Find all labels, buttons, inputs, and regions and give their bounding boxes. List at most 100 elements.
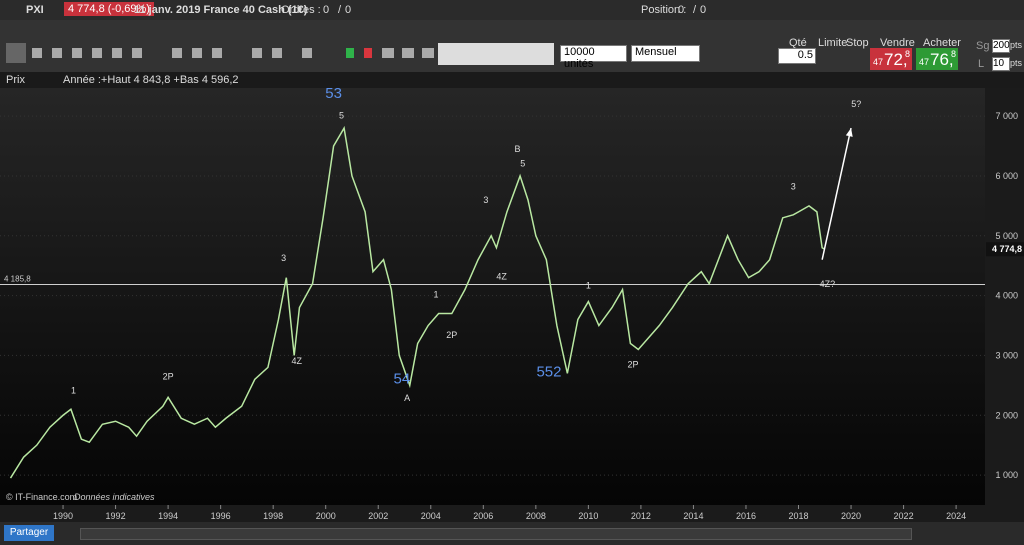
period-select[interactable]: Mensuel [631, 45, 700, 62]
wave-label: 5? [851, 99, 861, 109]
x-tick-label: 2000 [316, 511, 336, 521]
qty-label: Qté [789, 37, 807, 49]
wave-label: 3 [483, 195, 488, 205]
sell-small: 47 [873, 57, 884, 67]
price-label: Prix [6, 74, 25, 86]
limit-button[interactable]: Limite [818, 37, 848, 49]
buy-button[interactable]: 47 76, 8 [916, 48, 958, 70]
reference-label: 4 185,8 [4, 274, 31, 283]
x-tick-label: 1990 [53, 511, 73, 521]
info-bar: Prix Année :+Haut 4 843,8 +Bas 4 596,2 [0, 72, 1024, 88]
trend-arrow [821, 127, 852, 260]
x-tick-label: 2024 [946, 511, 966, 521]
orders-label: Ordres : [281, 4, 321, 16]
last-price-box [986, 242, 1024, 257]
position[interactable]: 0 [700, 4, 707, 16]
wave-label: 4Z [496, 271, 507, 281]
x-tick-label: 2022 [894, 511, 914, 521]
y-tick-label: 5 000 [995, 231, 1018, 241]
buy-big: 76, [930, 50, 954, 69]
price-line [9, 125, 826, 479]
position-label: Position : [641, 4, 687, 16]
share-button[interactable]: Partager [4, 525, 54, 541]
x-tick-label: 1992 [106, 511, 126, 521]
x-tick-label: 2008 [526, 511, 546, 521]
quote: 4 774,8 (-0,69%) [64, 2, 154, 16]
y-tick-label: 2 000 [995, 410, 1018, 420]
y-tick-label: 6 000 [995, 171, 1018, 181]
x-tick-label: 2002 [368, 511, 388, 521]
stats: Année :+Haut 4 843,8 +Bas 4 596,2 [63, 74, 239, 86]
title-bar: PXI 4 774,8 (-0,69%) 11 janv. 2019 Franc… [0, 0, 1024, 21]
wave-label: 2P [628, 359, 639, 369]
y-tick-label: 1 000 [995, 470, 1018, 480]
x-tick-label: 1996 [211, 511, 231, 521]
y-tick-label: 7 000 [995, 111, 1018, 121]
x-tick-label: 2012 [631, 511, 651, 521]
copyright: © IT-Finance.com [6, 492, 77, 502]
qty-input[interactable]: 0.5 [778, 48, 816, 64]
x-tick-label: 2010 [578, 511, 598, 521]
period: Mensuel [635, 46, 677, 58]
wave-label: 1 [434, 289, 439, 299]
sell-big: 72, [884, 50, 908, 69]
x-tick-label: 2016 [736, 511, 756, 521]
wave-label: 54 [394, 371, 411, 388]
bottom-bar: Partager [0, 522, 1024, 545]
qty: 0.5 [797, 49, 813, 61]
scrollbar[interactable] [80, 528, 912, 540]
l-unit: pts [1010, 58, 1023, 68]
wave-label: 4Z [292, 356, 303, 366]
wave-label: B [514, 144, 520, 154]
units: 10000 unités [564, 46, 595, 70]
x-tick-label: 2020 [841, 511, 861, 521]
buy-label: Acheter [923, 37, 961, 49]
l-value: 10 [993, 58, 1005, 69]
wave-label: 3 [281, 253, 286, 263]
chart: © IT-Finance.com Données indicatives 1 0… [0, 88, 1024, 521]
instrument: 11 janv. 2019 France 40 Cash (1€) [134, 4, 308, 16]
sg-value: 200 [993, 40, 1010, 51]
color-palette[interactable] [438, 43, 554, 65]
l-label: L [978, 58, 985, 70]
l-input[interactable]: 10 [992, 57, 1010, 71]
orders[interactable]: 0 [345, 4, 352, 16]
orders[interactable]: 0 [323, 4, 330, 16]
cursor-tool[interactable] [6, 43, 26, 63]
x-tick-label: 2004 [421, 511, 441, 521]
plot-area [0, 88, 985, 505]
wave-label: 53 [325, 88, 342, 102]
arrow-head [845, 128, 853, 137]
wave-label: 5 [520, 158, 525, 168]
x-tick-label: 2014 [683, 511, 703, 521]
wave-label: 3 [791, 182, 796, 192]
note: Données indicatives [74, 492, 155, 502]
sg-unit: pts [1010, 40, 1023, 50]
units-select[interactable]: 10000 unités [560, 45, 627, 70]
sg-input[interactable]: 200 [992, 39, 1010, 53]
sell-label: Vendre [880, 37, 915, 49]
x-tick-label: 1998 [263, 511, 283, 521]
wave-label: 2P [163, 371, 174, 381]
y-tick-label: 4 000 [995, 291, 1018, 301]
sell-button[interactable]: 47 72, 8 [870, 48, 912, 70]
x-tick-label: 2018 [788, 511, 808, 521]
stop-button[interactable]: Stop [846, 37, 869, 49]
position[interactable]: 0 [678, 4, 685, 16]
x-tick-label: 2006 [473, 511, 493, 521]
y-tick-label: 3 000 [995, 350, 1018, 360]
separator: / [338, 4, 342, 16]
toolbar: 10000 unités Mensuel Qté 0.5 Limite Stop… [0, 20, 1024, 72]
wave-label: 1 [71, 386, 76, 396]
wave-label: 5 [339, 111, 344, 121]
last-price-label: 4 774,8 [992, 244, 1022, 254]
drawing-tools [6, 43, 554, 65]
tool-icons [32, 48, 434, 58]
sell-sup: 8 [905, 49, 911, 59]
buy-small: 47 [919, 57, 930, 67]
sg-label: Sg [976, 40, 990, 52]
x-tick-label: 1994 [158, 511, 178, 521]
wave-label: 4Z? [820, 279, 836, 289]
symbol: PXI [26, 4, 44, 16]
